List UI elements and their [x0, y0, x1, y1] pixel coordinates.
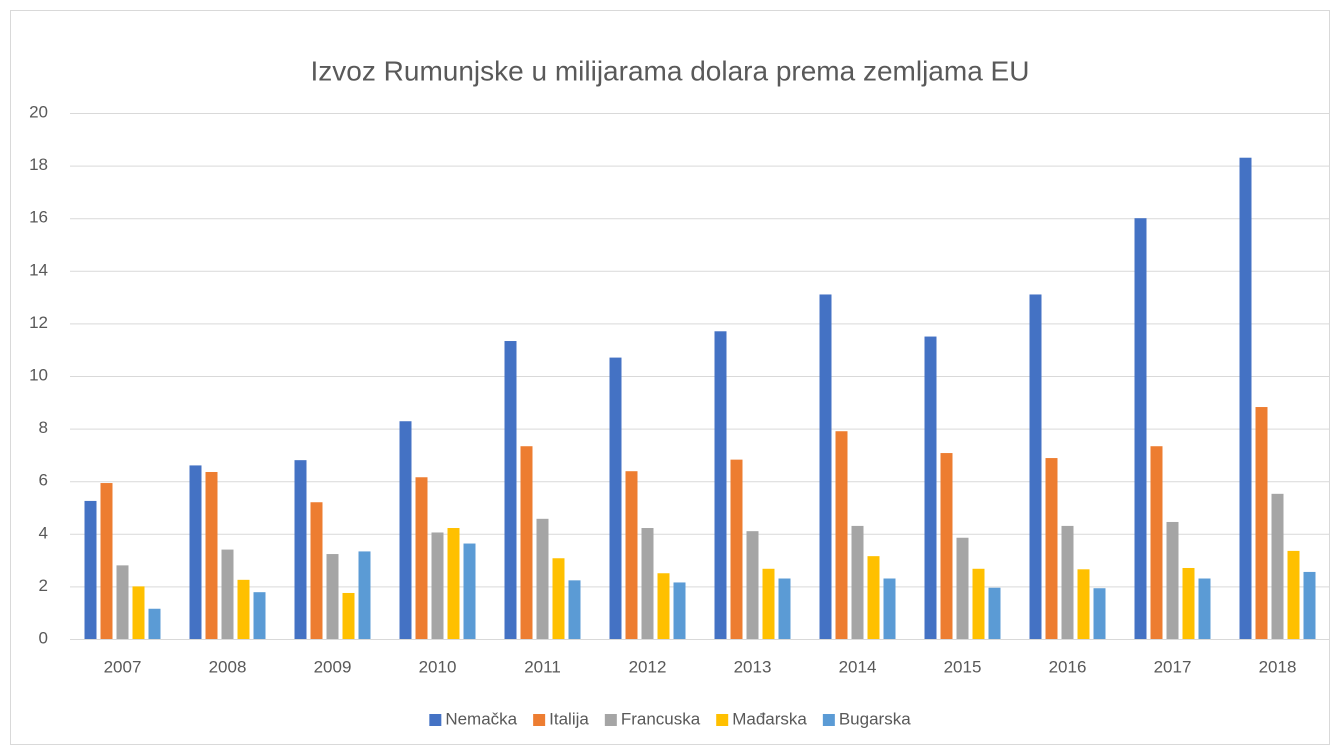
bar: [310, 502, 323, 639]
bar: [819, 294, 832, 639]
x-tick-label: 2013: [734, 657, 772, 676]
bar: [956, 537, 969, 639]
legend-label: Mađarska: [732, 709, 807, 728]
bar: [1303, 571, 1316, 639]
x-tick-label: 2015: [944, 657, 982, 676]
x-tick-label: 2009: [314, 657, 352, 676]
bar: [148, 608, 161, 639]
bar: [1134, 218, 1147, 639]
bar: [867, 556, 880, 639]
bar: [358, 551, 371, 639]
x-tick-label: 2012: [629, 657, 667, 676]
bar: [415, 477, 428, 639]
y-tick-label: 12: [29, 313, 48, 332]
bar: [237, 579, 250, 639]
y-tick-label: 18: [29, 155, 48, 174]
bar: [253, 592, 266, 639]
bar: [1182, 567, 1195, 639]
legend-label: Francuska: [621, 709, 701, 728]
bar: [1287, 550, 1300, 639]
legend-swatch: [604, 714, 617, 726]
bar: [641, 528, 654, 639]
y-tick-label: 0: [39, 628, 48, 647]
bar: [399, 421, 412, 639]
bar: [1045, 458, 1058, 639]
bar: [221, 549, 234, 639]
y-tick-label: 16: [29, 208, 48, 227]
y-tick-label: 4: [39, 523, 48, 542]
bar: [568, 580, 581, 639]
x-tick-label: 2011: [524, 657, 561, 676]
x-tick-label: 2014: [839, 657, 877, 676]
bar: [1198, 578, 1211, 639]
x-tick-label: 2016: [1049, 657, 1087, 676]
bar: [205, 471, 218, 639]
bar: [940, 453, 953, 639]
bar: [520, 446, 533, 639]
bar: [972, 568, 985, 639]
bar: [1093, 588, 1106, 639]
bar: [778, 578, 791, 639]
bar: [552, 558, 565, 639]
legend-swatch: [716, 714, 729, 726]
bar: [431, 532, 444, 639]
bar: [463, 543, 476, 639]
y-tick-label: 10: [29, 365, 48, 384]
legend-label: Bugarska: [839, 709, 911, 728]
bar: [342, 592, 355, 639]
bar: [1166, 521, 1179, 639]
x-tick-label: 2010: [419, 657, 457, 676]
x-tick-label: 2007: [104, 657, 142, 676]
x-tick-label: 2018: [1259, 657, 1297, 676]
y-tick-label: 20: [29, 102, 48, 121]
x-tick-label: 2008: [209, 657, 247, 676]
bar: [714, 331, 727, 639]
bar: [100, 483, 113, 639]
x-tick-label: 2017: [1154, 657, 1192, 676]
y-tick-label: 8: [39, 418, 48, 437]
bar: [730, 459, 743, 639]
bar: [924, 336, 937, 639]
bar: [988, 587, 1001, 639]
y-tick-label: 6: [39, 471, 48, 490]
bar: [116, 565, 129, 639]
bar: [1150, 446, 1163, 639]
legend-swatch: [822, 714, 835, 726]
bar: [883, 578, 896, 639]
legend-label: Nemačka: [445, 709, 517, 728]
bar: [189, 465, 202, 639]
chart-title: Izvoz Rumunjske u milijarama dolara prem…: [311, 55, 1030, 86]
bar: [851, 525, 864, 639]
bar: [504, 341, 517, 639]
bar: [132, 586, 145, 639]
bar: [447, 528, 460, 639]
bar: [625, 471, 638, 639]
bar: [657, 573, 670, 639]
y-tick-label: 14: [29, 260, 48, 279]
bar: [746, 531, 759, 639]
bar: [762, 568, 775, 639]
bar: [1239, 157, 1252, 639]
bar: [673, 582, 686, 639]
bar: [1077, 569, 1090, 639]
bar: [1061, 525, 1074, 639]
bar: [835, 431, 848, 639]
bar: [536, 518, 549, 639]
bar: [84, 500, 97, 639]
bar: [326, 554, 339, 639]
bar: [1255, 407, 1268, 639]
legend-swatch: [533, 714, 546, 726]
bar: [1271, 493, 1284, 639]
bar: [294, 460, 307, 639]
y-tick-label: 2: [39, 576, 48, 595]
bar: [1029, 294, 1042, 639]
bar: [609, 357, 622, 639]
legend-swatch: [429, 714, 442, 726]
legend-label: Italija: [549, 709, 589, 728]
